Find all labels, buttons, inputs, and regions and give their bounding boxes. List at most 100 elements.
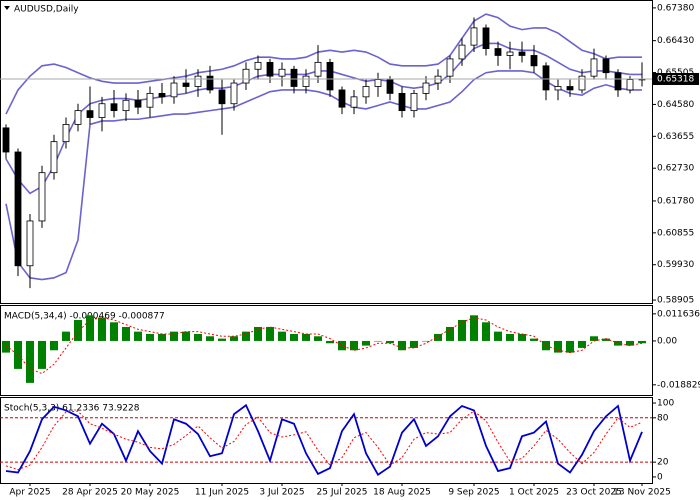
x-tick-label: 11 Jun 2025 xyxy=(195,488,249,498)
stoch-line xyxy=(5,403,643,477)
y-tick-label: 0.66430 xyxy=(657,36,694,46)
stoch-pane-frame xyxy=(0,397,653,484)
macd-bar xyxy=(206,336,214,341)
candle-body xyxy=(518,51,526,56)
macd-bar xyxy=(566,340,574,353)
y-tick-label: 80 xyxy=(657,413,669,423)
macd-bar xyxy=(530,338,538,341)
candle-body xyxy=(146,92,154,108)
bollinger-band xyxy=(5,42,642,195)
macd-bar xyxy=(470,315,478,341)
candle-body xyxy=(266,61,274,77)
signal-line xyxy=(5,410,643,471)
macd-bar xyxy=(494,331,502,341)
candle-body xyxy=(470,27,478,46)
candle-body xyxy=(590,58,598,77)
candle-body xyxy=(554,86,562,91)
candle-body xyxy=(134,99,142,108)
candle-body xyxy=(602,58,610,74)
macd-bar xyxy=(410,340,418,348)
macd-bar xyxy=(98,317,106,341)
macd-bar xyxy=(14,340,22,369)
candle-body xyxy=(98,103,106,118)
candle-body xyxy=(182,82,190,87)
macd-bar xyxy=(38,340,46,369)
signal-line xyxy=(5,317,643,375)
macd-bar xyxy=(314,336,322,341)
candle-body xyxy=(50,141,58,174)
y-tick-label: 0.61780 xyxy=(657,196,694,206)
stoch-title: Stoch(5,3,3) 61.2336 73.9228 xyxy=(4,404,140,414)
candle-body xyxy=(542,65,550,91)
candle-body xyxy=(506,51,514,56)
candle-body xyxy=(206,75,214,91)
candle-body xyxy=(2,127,10,153)
candle-body xyxy=(230,82,238,105)
x-tick-label: 25 Jul 2025 xyxy=(317,488,368,498)
x-tick-label: 18 Aug 2025 xyxy=(373,488,431,498)
macd-bar xyxy=(578,340,586,348)
macd-bar xyxy=(434,333,442,341)
x-tick-label: 28 Apr 2025 xyxy=(62,488,118,498)
macd-bar xyxy=(554,340,562,353)
candle-body xyxy=(302,75,310,87)
candle-body xyxy=(398,92,406,112)
candle-body xyxy=(158,92,166,98)
macd-bar xyxy=(386,340,394,344)
candle-body xyxy=(326,61,334,91)
candle-body xyxy=(386,79,394,94)
candle-body xyxy=(338,89,346,108)
macd-bar xyxy=(170,331,178,341)
candle-body xyxy=(110,103,118,112)
y-tick-label: 0 xyxy=(657,472,663,482)
macd-bar xyxy=(194,333,202,341)
candle-body xyxy=(578,75,586,91)
y-tick-label: 0.62730 xyxy=(657,164,694,174)
y-tick-label: 0.011636 xyxy=(657,309,700,319)
bollinger-band xyxy=(5,70,642,281)
macd-bar xyxy=(290,333,298,341)
y-tick-label: 20 xyxy=(657,458,669,468)
y-tick-label: 0.00 xyxy=(657,336,677,346)
candle-body xyxy=(254,61,262,70)
macd-bar xyxy=(230,336,238,341)
main-pane-frame xyxy=(0,0,653,304)
macd-bar xyxy=(278,331,286,341)
candle-body xyxy=(626,79,634,91)
candle-body xyxy=(314,61,322,77)
candle-body xyxy=(86,110,94,118)
macd-bar xyxy=(638,340,646,344)
macd-bar xyxy=(146,333,154,341)
last-price-box xyxy=(653,72,699,85)
x-tick-label: 9 Sep 2025 xyxy=(448,488,499,498)
x-tick-label: Apr 2025 xyxy=(9,488,50,498)
macd-pane-frame xyxy=(0,305,653,396)
candle-body xyxy=(350,96,358,108)
candle-body xyxy=(194,75,202,87)
candle-body xyxy=(458,44,466,60)
y-tick-label: 0.64580 xyxy=(657,100,694,110)
menu-triangle[interactable] xyxy=(4,6,10,10)
candle-body xyxy=(290,68,298,87)
candle-body xyxy=(422,82,430,94)
x-tick-label: 23 Oct 2025 xyxy=(566,488,622,498)
candle-body xyxy=(482,27,490,49)
macd-bar xyxy=(50,340,58,351)
x-tick-label: 13 Nov 2025 xyxy=(613,488,671,498)
macd-bar xyxy=(158,333,166,341)
candle-body xyxy=(362,86,370,98)
macd-bar xyxy=(62,331,70,341)
macd-bar xyxy=(398,340,406,351)
macd-bar xyxy=(218,338,226,341)
y-tick-label: 0.59930 xyxy=(657,260,694,270)
macd-bar xyxy=(26,340,34,383)
y-tick-label: 0.58905 xyxy=(657,296,694,306)
x-tick-label: 3 Jul 2025 xyxy=(259,488,304,498)
candle-body xyxy=(374,79,382,87)
macd-bar xyxy=(590,336,598,341)
candle-body xyxy=(494,48,502,56)
macd-title: MACD(5,34,4) -0.000469 -0.000877 xyxy=(4,312,165,322)
y-tick-label: 0.63655 xyxy=(657,132,694,142)
macd-bar xyxy=(602,338,610,341)
